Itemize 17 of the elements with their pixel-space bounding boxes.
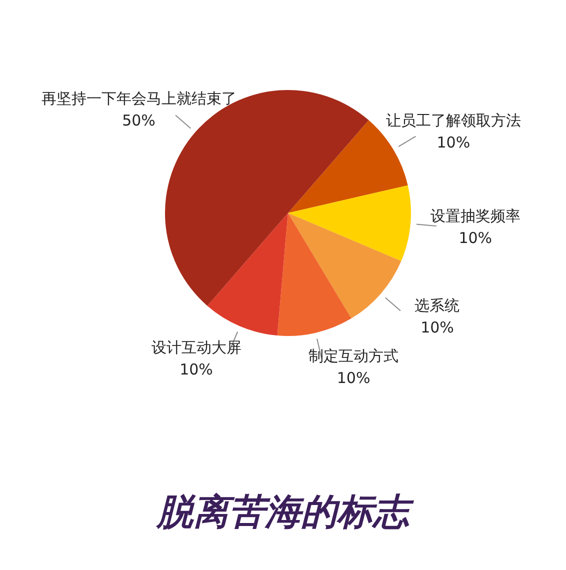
data-label: 10% <box>420 318 454 337</box>
slice-label: 再坚持一下年会马上就结束了 <box>41 89 236 108</box>
pie-slice <box>277 213 352 336</box>
data-label: 10% <box>436 134 470 152</box>
pie-slice <box>288 213 402 318</box>
data-label: 10% <box>336 368 370 387</box>
slice-label: 设计互动大屏 <box>151 338 242 356</box>
slice-label: 让员工了解领取方法 <box>386 112 521 130</box>
text: 脱离苦海的标志 <box>154 491 415 535</box>
data-label: 50% <box>122 111 156 130</box>
slice-label: 制定互动方式 <box>308 346 399 365</box>
pie-slice <box>207 213 288 336</box>
slice-label: 设置抽奖频率 <box>430 206 520 225</box>
slice-label: 选系统 <box>414 296 460 315</box>
pie-slice <box>288 185 411 262</box>
data-label: 10% <box>458 228 492 247</box>
data-label: 10% <box>180 360 213 378</box>
